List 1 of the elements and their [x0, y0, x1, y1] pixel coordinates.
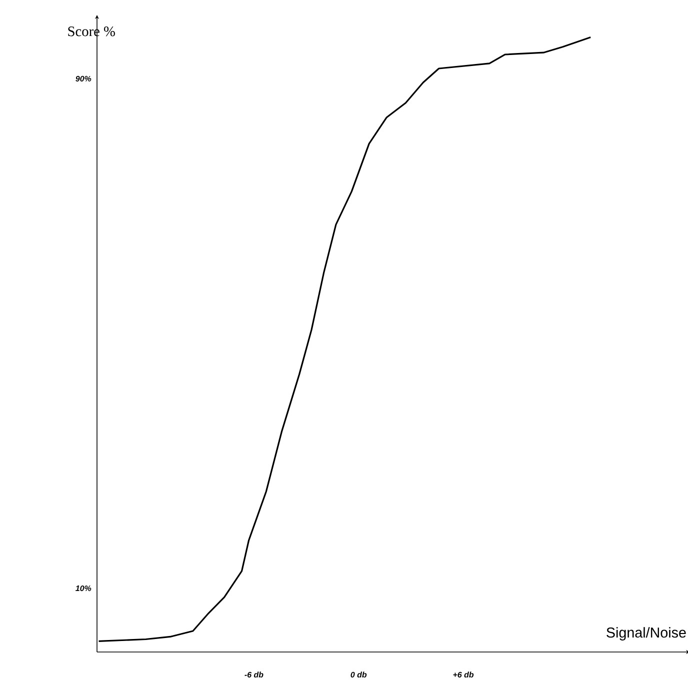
x-axis-title: Signal/Noise — [606, 627, 686, 640]
